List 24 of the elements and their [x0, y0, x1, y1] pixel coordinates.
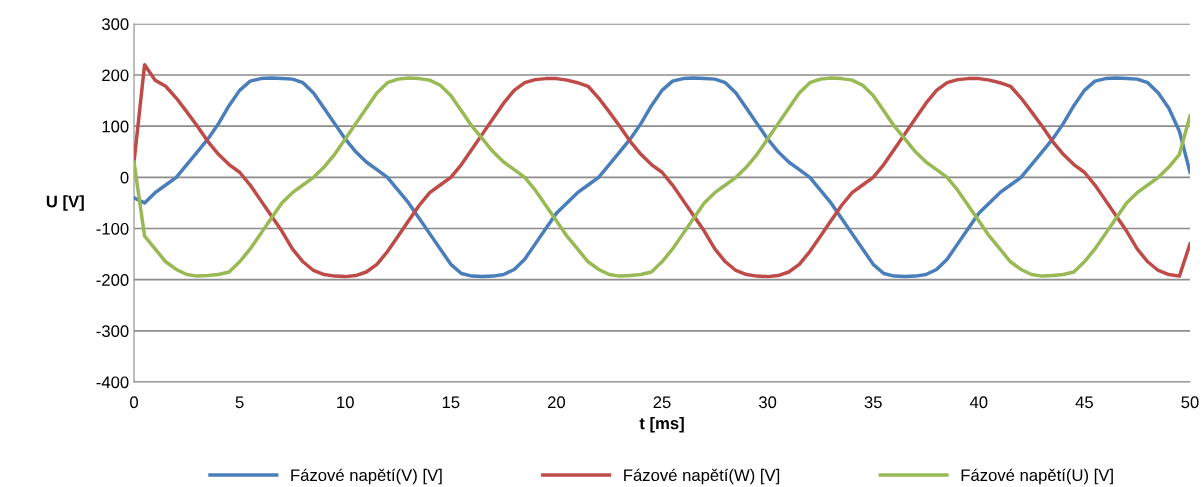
- x-tick-label: 40: [969, 396, 988, 409]
- x-tick-label: 0: [130, 396, 139, 409]
- x-tick-label: 50: [1181, 396, 1199, 409]
- y-tick-label: 200: [102, 69, 129, 82]
- x-tick-label: 45: [1075, 396, 1093, 409]
- x-tick-label: 25: [653, 396, 671, 409]
- legend-label: Fázové napětí(U) [V]: [961, 468, 1113, 485]
- x-tick-label: 20: [547, 396, 566, 409]
- x-tick-label: 15: [442, 396, 460, 409]
- legend-label: Fázové napětí(V) [V]: [291, 468, 442, 485]
- y-tick-label: -200: [96, 274, 129, 286]
- x-tick-label: 5: [235, 396, 244, 409]
- y-tick-label: 300: [101, 18, 129, 31]
- y-tick-label: 0: [120, 171, 129, 184]
- legend-label: Fázové napětí(W) [V]: [624, 468, 780, 485]
- y-tick-label: -100: [96, 222, 129, 235]
- y-axis-title: U [V]: [46, 195, 84, 211]
- x-tick-label: 30: [758, 396, 777, 409]
- x-axis-title: t [ms]: [639, 416, 684, 433]
- y-tick-label: -300: [96, 325, 129, 338]
- y-tick-label: -400: [96, 376, 129, 389]
- x-tick-label: 35: [864, 396, 882, 409]
- x-tick-label: 10: [337, 396, 354, 409]
- y-tick-label: 100: [102, 120, 129, 133]
